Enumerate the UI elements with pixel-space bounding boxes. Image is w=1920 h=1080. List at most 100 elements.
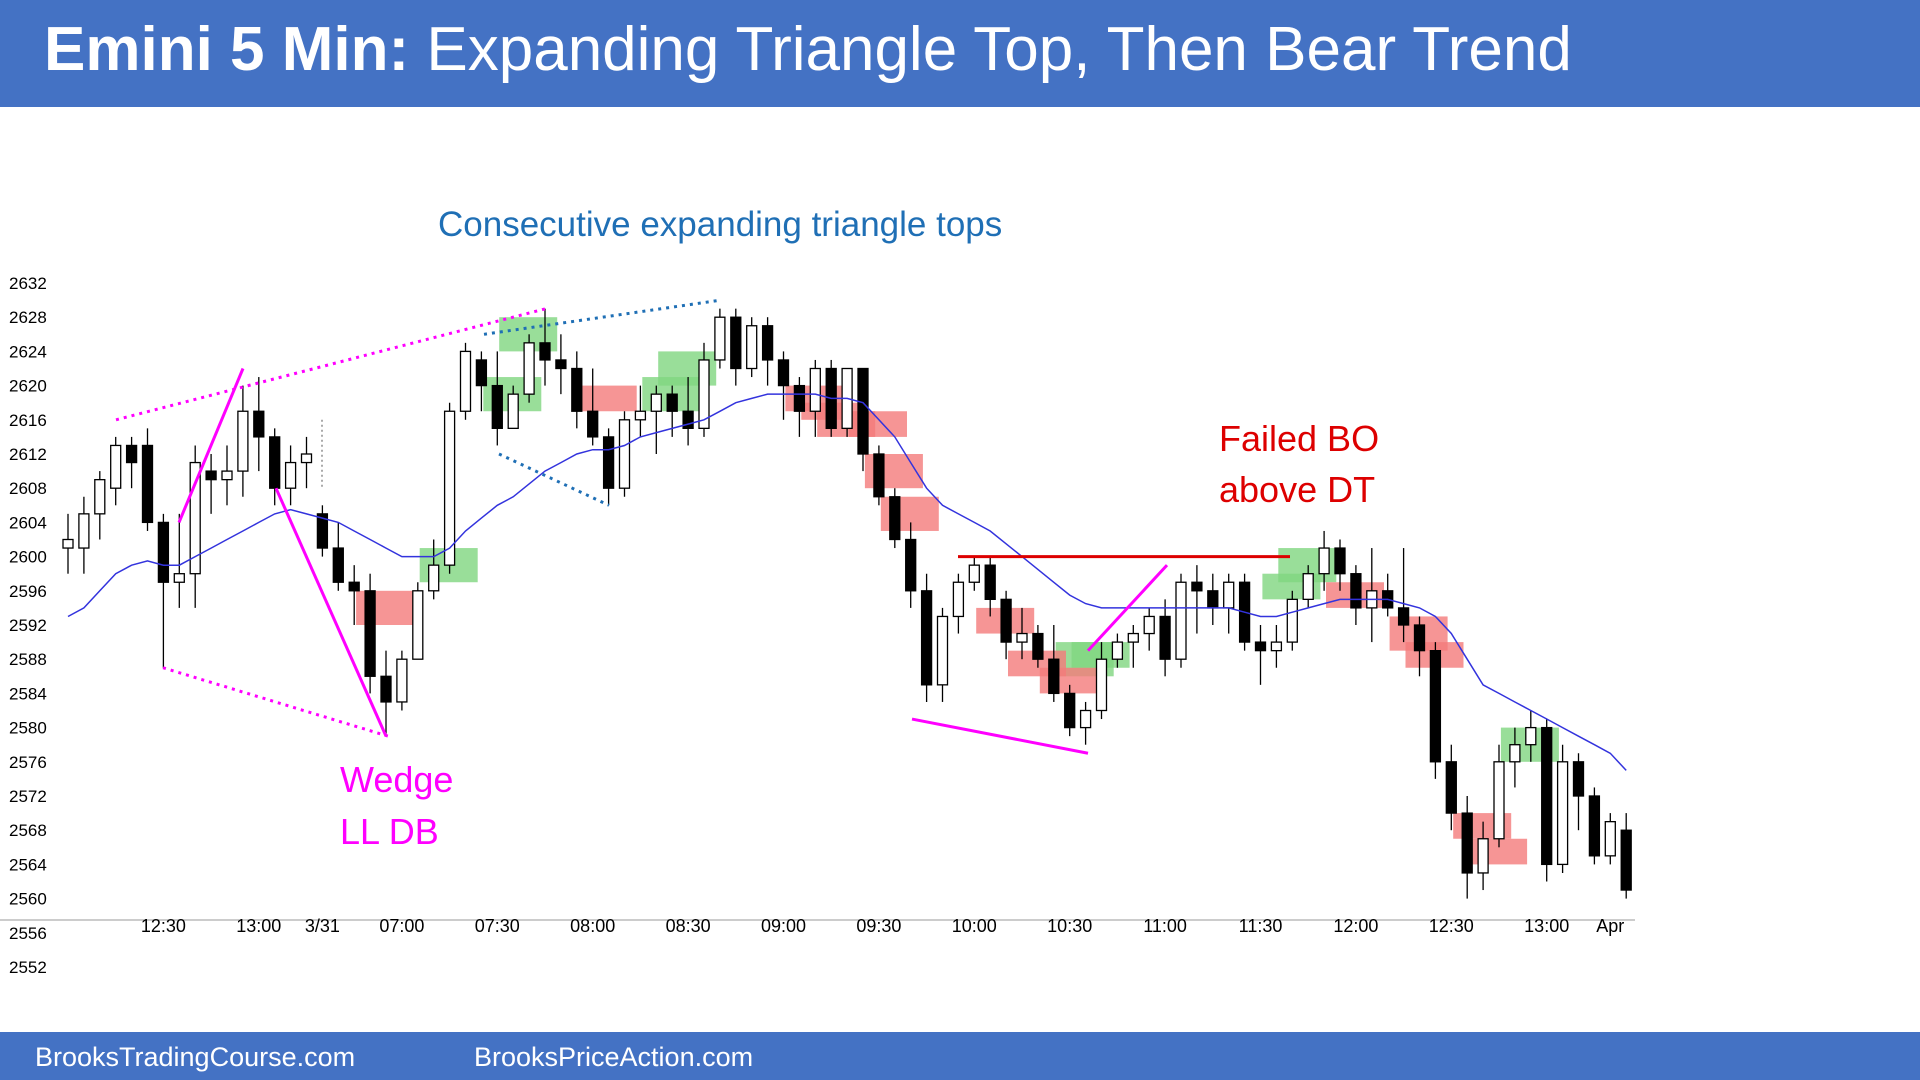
bear-candle (857, 367, 869, 472)
bull-candle (1016, 607, 1028, 660)
candle-body (78, 513, 90, 549)
bull-candle (189, 445, 201, 608)
x-tick-label: 10:30 (1047, 916, 1092, 936)
bull-leg-line (1086, 564, 1169, 652)
bear-candle (777, 351, 790, 420)
bull-candle (698, 342, 710, 437)
candle-body (555, 359, 567, 370)
y-tick-label: 2616 (9, 411, 47, 430)
bear-candle (316, 505, 329, 557)
bear-candle (1000, 590, 1012, 660)
y-tick-label: 2596 (9, 582, 47, 601)
candle-body (952, 581, 965, 618)
x-tick-label: 12:30 (1429, 916, 1474, 936)
candle-body (1493, 761, 1505, 840)
bear-candle (269, 428, 281, 506)
candle-body (1254, 641, 1267, 652)
candle-body (1541, 726, 1553, 866)
bear-candle (873, 445, 885, 506)
page-title-bold: Emini 5 Min: (44, 15, 410, 84)
trend-lines (115, 298, 1290, 755)
candle-body (984, 564, 996, 600)
y-tick-label: 2576 (9, 753, 47, 772)
wedge-fall-line (274, 487, 388, 737)
candle-body (491, 384, 503, 430)
bear-candle (889, 488, 901, 549)
y-tick-label: 2584 (9, 684, 47, 703)
candle-body (920, 590, 933, 686)
y-tick-label: 2632 (9, 274, 47, 293)
candle-body (1318, 547, 1330, 575)
bear-candle (1461, 796, 1473, 899)
candle-body (1509, 744, 1521, 763)
candle-body (221, 470, 233, 481)
bear-candle (984, 556, 996, 617)
footer-link-trading-course[interactable]: BrooksTradingCourse.com (35, 1042, 356, 1072)
bull-candle (634, 385, 647, 437)
x-tick-label: 13:00 (1524, 916, 1569, 936)
candle-body (348, 581, 360, 592)
y-tick-label: 2624 (9, 342, 47, 361)
header-bar: Emini 5 Min: Expanding Triangle Top, The… (0, 0, 1920, 107)
candle-body (1127, 632, 1139, 643)
bear-candle (125, 436, 138, 489)
candle-body (746, 325, 758, 370)
candle-body (1079, 709, 1092, 729)
bull-candle (1270, 625, 1283, 668)
candle-body (1334, 547, 1346, 575)
candle-body (1445, 761, 1457, 814)
candle-body (618, 419, 631, 489)
bear-candle (1048, 625, 1060, 702)
annotation-failed-bo: Failed BO (1219, 418, 1379, 459)
bear-candle (555, 334, 567, 395)
x-tick-label: 12:30 (141, 916, 186, 936)
footer-link-price-action[interactable]: BrooksPriceAction.com (474, 1042, 754, 1072)
bull-candle (1302, 565, 1314, 608)
candle-body (1095, 658, 1108, 712)
candle-body (507, 393, 519, 429)
candle-body (571, 367, 583, 412)
bull-candle (1477, 821, 1489, 891)
y-tick-label: 2612 (9, 445, 47, 464)
bull-candle (110, 436, 122, 506)
bear-candle (539, 308, 551, 386)
candlestick-chart: 2632 2628 2624 2620 2616 2612 2608 2604 2600 2596… (0, 205, 1635, 977)
y-tick-label: 2588 (9, 650, 47, 669)
bull-candle (746, 317, 758, 378)
bull-candle (1318, 530, 1330, 591)
bear-candle (1350, 565, 1362, 625)
candle-body (173, 573, 185, 583)
candle-body (1159, 615, 1171, 660)
bear-candle (730, 308, 742, 386)
bull-candle (968, 556, 980, 591)
bear-candle (905, 522, 917, 608)
candle-body (809, 367, 821, 412)
candle-body (1064, 692, 1076, 729)
footer-bar: BrooksTradingCourse.com BrooksPriceActio… (0, 1032, 1920, 1080)
page-title: Emini 5 Min: Expanding Triangle Top, The… (44, 15, 1572, 84)
bear-candle (348, 565, 360, 625)
candle-body (1016, 632, 1028, 643)
candle-body (125, 444, 138, 464)
ema-line (67, 393, 1627, 771)
bear-candle (1413, 616, 1426, 677)
x-tick-label: 10:00 (952, 916, 997, 936)
candle-body (1048, 658, 1060, 695)
candle-body (1270, 641, 1283, 652)
second-triangle-lower-line (498, 452, 610, 507)
bear-candle (793, 377, 806, 437)
candle-body (1413, 624, 1426, 652)
candle-body (523, 342, 535, 395)
bull-candle (1223, 573, 1235, 634)
bear-candle (1620, 813, 1632, 899)
annotation-above-dt: above DT (1219, 469, 1375, 510)
x-tick-label: 08:00 (570, 916, 615, 936)
candle-body (793, 384, 806, 412)
candle-body (777, 359, 790, 387)
candle-body (634, 410, 647, 421)
x-tick-label: Apr (1596, 916, 1624, 936)
candle-body (1620, 829, 1632, 891)
candle-body (316, 513, 329, 549)
bull-candle (523, 334, 535, 403)
x-tick-label: 07:00 (379, 916, 424, 936)
